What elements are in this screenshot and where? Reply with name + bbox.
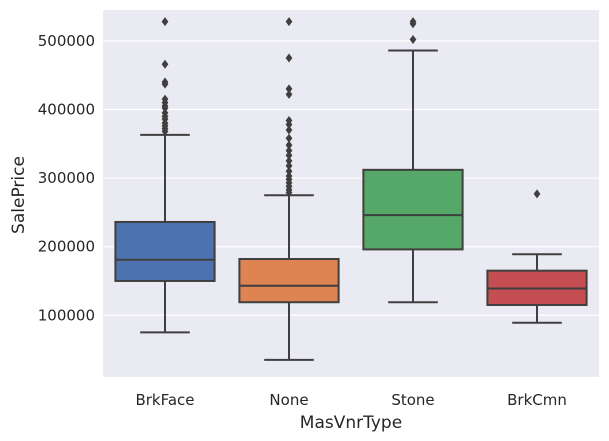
- outlier-point: [285, 166, 293, 176]
- outlier-point: [161, 126, 169, 136]
- y-tick-label: 400000: [38, 100, 95, 118]
- outlier-point: [285, 84, 293, 94]
- x-tick-label: BrkFace: [135, 391, 194, 409]
- outlier-point: [161, 103, 169, 113]
- outlier-point: [285, 146, 293, 156]
- y-tick-label: 200000: [38, 238, 95, 256]
- box-BrkFace: [114, 17, 216, 334]
- y-tick-labels: 100000 200000 300000 400000 500000: [38, 32, 95, 324]
- x-tick-label: Stone: [391, 391, 434, 409]
- outlier-point: [409, 19, 417, 29]
- boxes: [114, 17, 588, 361]
- outlier-point: [533, 189, 541, 199]
- iqr-box: [114, 220, 216, 282]
- box-BrkCmn: [486, 189, 588, 324]
- outlier-point: [161, 17, 169, 27]
- y-tick-label: 100000: [38, 306, 95, 324]
- x-tick-labels: BrkFace None Stone BrkCmn: [135, 391, 566, 409]
- outlier-point: [285, 125, 293, 135]
- box-None: [238, 17, 340, 361]
- outlier-point: [285, 133, 293, 143]
- outlier-point: [285, 140, 293, 150]
- outlier-point: [285, 53, 293, 63]
- outlier-point: [285, 187, 293, 197]
- y-tick-label: 500000: [38, 32, 95, 50]
- outlier-point: [285, 120, 293, 130]
- outlier-point: [161, 79, 169, 89]
- y-tick-label: 300000: [38, 169, 95, 187]
- box-Stone: [362, 17, 464, 304]
- outlier-point: [285, 161, 293, 171]
- x-tick-label: BrkCmn: [507, 391, 567, 409]
- y-axis-title: SalePrice: [9, 156, 29, 234]
- outlier-point: [285, 150, 293, 160]
- outlier-point: [285, 17, 293, 27]
- x-axis-title: MasVnrType: [300, 413, 402, 433]
- iqr-box: [362, 168, 464, 251]
- outlier-point: [285, 89, 293, 99]
- outlier-point: [285, 156, 293, 166]
- iqr-box: [238, 258, 340, 304]
- outlier-point: [409, 34, 417, 44]
- outlier-point: [161, 59, 169, 69]
- x-tick-label: None: [269, 391, 308, 409]
